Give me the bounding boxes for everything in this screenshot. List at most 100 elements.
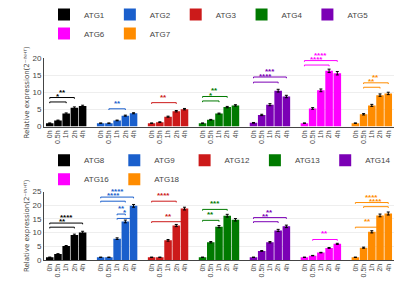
svg-text:ATG6: ATG6 bbox=[84, 30, 105, 39]
svg-text:2h: 2h bbox=[223, 264, 230, 272]
svg-text:0h: 0h bbox=[148, 130, 155, 138]
svg-text:0.5h: 0.5h bbox=[207, 130, 214, 144]
svg-text:4h: 4h bbox=[79, 130, 86, 138]
svg-text:2h: 2h bbox=[173, 130, 180, 138]
svg-text:2h: 2h bbox=[325, 264, 332, 272]
svg-text:0.5h: 0.5h bbox=[105, 130, 112, 144]
svg-text:4h: 4h bbox=[334, 264, 341, 272]
svg-text:ATG18: ATG18 bbox=[154, 175, 179, 184]
svg-text:2h: 2h bbox=[376, 264, 383, 272]
svg-text:**: ** bbox=[364, 217, 371, 226]
svg-text:4h: 4h bbox=[181, 130, 188, 138]
svg-text:25: 25 bbox=[32, 187, 41, 196]
svg-text:0.5h: 0.5h bbox=[54, 264, 61, 278]
svg-text:0h: 0h bbox=[250, 264, 257, 272]
svg-text:0.5h: 0.5h bbox=[105, 264, 112, 278]
svg-text:0.5h: 0.5h bbox=[360, 264, 367, 278]
svg-text:ATG4: ATG4 bbox=[282, 11, 303, 20]
svg-text:0.5h: 0.5h bbox=[54, 130, 61, 144]
svg-text:****: **** bbox=[259, 72, 272, 81]
svg-text:1h: 1h bbox=[317, 264, 324, 272]
svg-text:2h: 2h bbox=[122, 264, 129, 272]
svg-text:ATG14: ATG14 bbox=[365, 156, 390, 165]
svg-text:0h: 0h bbox=[352, 264, 359, 272]
svg-text:Relative expression(2⁻ᴵᴺᴴᵀ): Relative expression(2⁻ᴵᴺᴴᵀ) bbox=[23, 46, 31, 139]
svg-text:**: ** bbox=[160, 93, 167, 102]
svg-text:15: 15 bbox=[32, 215, 41, 224]
svg-text:ATG5: ATG5 bbox=[347, 11, 368, 20]
svg-text:0h: 0h bbox=[352, 130, 359, 138]
svg-text:***: *** bbox=[265, 67, 275, 76]
svg-text:1h: 1h bbox=[113, 264, 120, 272]
svg-text:4h: 4h bbox=[334, 130, 341, 138]
svg-text:**: ** bbox=[266, 208, 273, 217]
svg-text:2h: 2h bbox=[173, 264, 180, 272]
svg-text:ATG3: ATG3 bbox=[216, 11, 237, 20]
svg-text:15: 15 bbox=[32, 71, 41, 80]
svg-text:5: 5 bbox=[37, 242, 42, 251]
svg-text:***: *** bbox=[210, 199, 220, 208]
svg-text:0h: 0h bbox=[46, 130, 53, 138]
svg-text:2h: 2h bbox=[274, 130, 281, 138]
svg-text:**: ** bbox=[211, 86, 218, 95]
svg-text:5: 5 bbox=[37, 105, 42, 114]
svg-text:0: 0 bbox=[37, 122, 42, 131]
svg-text:0.5h: 0.5h bbox=[360, 130, 367, 144]
svg-text:ATG2: ATG2 bbox=[150, 11, 171, 20]
svg-text:**: ** bbox=[165, 212, 172, 221]
svg-text:****: **** bbox=[60, 213, 73, 222]
svg-text:**: ** bbox=[372, 73, 379, 82]
svg-text:0.5h: 0.5h bbox=[156, 264, 163, 278]
svg-text:1h: 1h bbox=[113, 130, 120, 138]
svg-text:ATG7: ATG7 bbox=[150, 30, 171, 39]
svg-text:1h: 1h bbox=[164, 264, 171, 272]
svg-text:ATG1: ATG1 bbox=[84, 11, 105, 20]
svg-text:4h: 4h bbox=[283, 130, 290, 138]
svg-text:**: ** bbox=[262, 212, 269, 221]
svg-text:2h: 2h bbox=[376, 130, 383, 138]
svg-text:0.5h: 0.5h bbox=[156, 130, 163, 144]
svg-text:0h: 0h bbox=[199, 130, 206, 138]
svg-text:****: **** bbox=[107, 191, 120, 200]
svg-text:*: * bbox=[56, 92, 60, 101]
svg-text:0h: 0h bbox=[301, 264, 308, 272]
svg-text:4h: 4h bbox=[130, 130, 137, 138]
svg-text:0: 0 bbox=[37, 256, 42, 265]
svg-text:4h: 4h bbox=[79, 264, 86, 272]
svg-text:20: 20 bbox=[32, 201, 41, 210]
svg-text:1h: 1h bbox=[62, 130, 69, 138]
svg-text:**: ** bbox=[368, 77, 375, 86]
svg-text:****: **** bbox=[310, 55, 323, 64]
svg-text:*: * bbox=[123, 208, 127, 217]
svg-text:10: 10 bbox=[32, 88, 41, 97]
svg-text:0h: 0h bbox=[46, 264, 53, 272]
svg-text:4h: 4h bbox=[130, 264, 137, 272]
svg-text:**: ** bbox=[114, 99, 121, 108]
svg-text:2h: 2h bbox=[71, 130, 78, 138]
svg-text:0.5h: 0.5h bbox=[309, 130, 316, 144]
svg-text:0h: 0h bbox=[97, 264, 104, 272]
svg-text:0h: 0h bbox=[199, 264, 206, 272]
svg-text:1h: 1h bbox=[62, 264, 69, 272]
svg-text:1h: 1h bbox=[164, 130, 171, 138]
svg-text:**: ** bbox=[59, 88, 66, 97]
svg-text:2h: 2h bbox=[274, 264, 281, 272]
svg-text:ATG9: ATG9 bbox=[154, 156, 175, 165]
svg-text:1h: 1h bbox=[368, 264, 375, 272]
svg-text:4h: 4h bbox=[385, 264, 392, 272]
svg-text:0h: 0h bbox=[148, 264, 155, 272]
svg-text:2h: 2h bbox=[325, 130, 332, 138]
svg-text:****: **** bbox=[157, 191, 170, 200]
svg-text:**: ** bbox=[59, 217, 66, 226]
svg-text:1h: 1h bbox=[215, 264, 222, 272]
svg-text:0h: 0h bbox=[250, 130, 257, 138]
svg-text:2h: 2h bbox=[71, 264, 78, 272]
svg-text:**: ** bbox=[118, 204, 125, 213]
svg-text:4h: 4h bbox=[232, 264, 239, 272]
svg-text:*: * bbox=[209, 91, 213, 100]
svg-text:10: 10 bbox=[32, 228, 41, 237]
svg-text:0.5h: 0.5h bbox=[258, 130, 265, 144]
svg-text:ATG8: ATG8 bbox=[84, 156, 105, 165]
svg-text:4h: 4h bbox=[181, 264, 188, 272]
svg-text:20: 20 bbox=[32, 54, 41, 63]
